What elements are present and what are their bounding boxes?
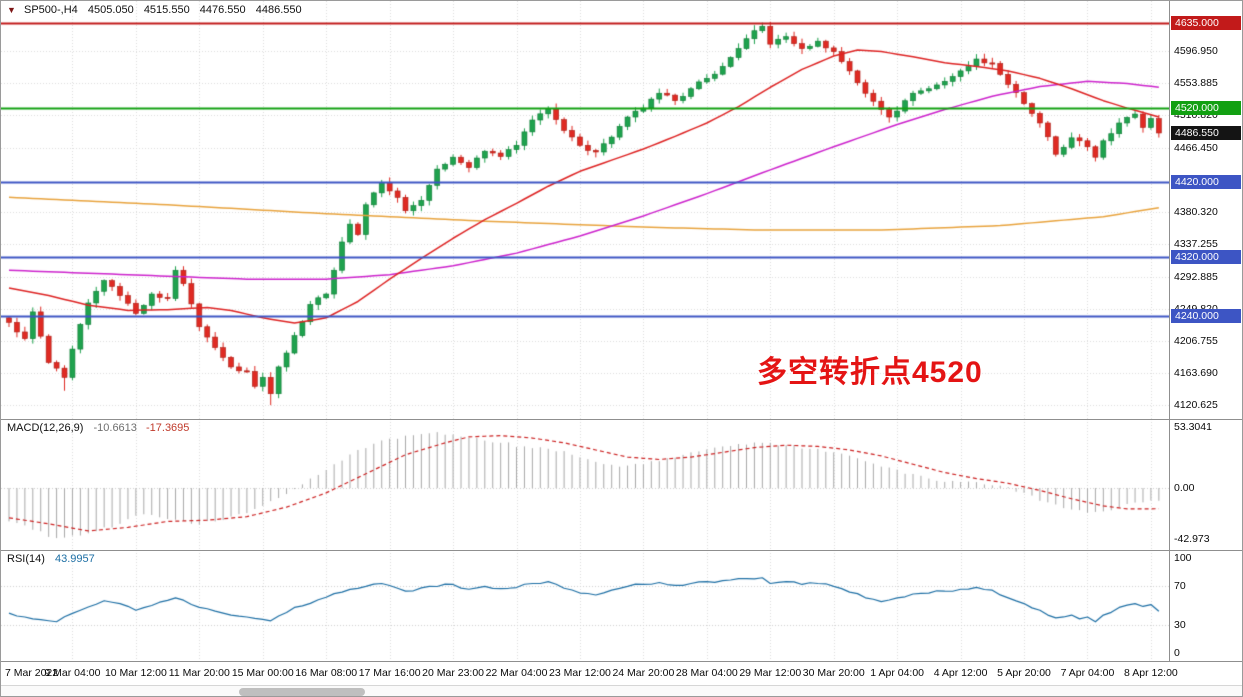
macd-signal-value: -17.3695 [145,422,190,434]
price-level-badge: 4420.000 [1171,175,1241,190]
time-axis-label: 5 Apr 20:00 [997,667,1051,679]
bar-close-value: 4486.550 [255,4,302,16]
time-axis-label: 20 Mar 23:00 [422,667,485,679]
rsi-current-value: 43.9957 [54,553,95,565]
time-axis-label: 16 Mar 08:00 [295,667,358,679]
time-axis-label: 7 Apr 04:00 [1060,667,1115,679]
rsi-name: RSI(14) [7,553,45,565]
time-axis-label: 7 Mar 2022 [5,667,59,679]
macd-canvas[interactable] [1,419,1169,550]
scrollbar-thumb[interactable] [239,688,365,696]
symbol-period-label: SP500-,H4 [23,4,78,16]
panel-separator [1,419,1242,420]
annotation-text: 多空转折点4520 [757,356,983,389]
time-axis-label: 11 Mar 20:00 [168,667,230,679]
price-tick-label: 4553.885 [1174,76,1218,89]
price-tick-label: 4596.950 [1174,44,1218,57]
time-axis-label: 17 Mar 16:00 [358,667,421,679]
current-price-badge: 4486.550 [1171,125,1241,140]
time-axis-label: 9 Mar 04:00 [44,667,101,679]
rsi-axis-label: 30 [1174,618,1186,631]
time-axis-label: 4 Apr 12:00 [933,667,988,679]
price-tick-label: 4466.450 [1174,141,1218,154]
price-tick-label: 4120.625 [1174,399,1218,412]
price-level-badge: 4320.000 [1171,249,1241,264]
main-chart-canvas[interactable] [1,1,1169,419]
rsi-canvas[interactable] [1,550,1169,661]
macd-axis-label: 0.00 [1174,482,1195,495]
price-level-badge: 4520.000 [1171,101,1241,116]
price-tick-label: 4163.690 [1174,367,1218,380]
rsi-axis-label: 100 [1174,552,1192,564]
time-axis-label: 8 Apr 12:00 [1124,667,1178,679]
time-axis-label: 30 Mar 20:00 [802,667,865,679]
rsi-indicator-label: RSI(14) 43.9957 [7,553,95,565]
macd-main-value: -10.6613 [93,422,137,434]
macd-indicator-label: MACD(12,26,9) -10.6613 -17.3695 [7,422,189,434]
macd-axis-label: -42.973 [1174,533,1210,546]
rsi-axis-label: 0 [1174,647,1180,660]
rsi-axis-label: 70 [1174,580,1186,593]
bar-high-value: 4515.550 [143,4,190,16]
price-axis-separator [1169,1,1170,661]
time-axis-label: 24 Mar 20:00 [612,667,675,679]
price-level-badge: 4635.000 [1171,15,1241,30]
price-tick-label: 4337.255 [1174,238,1218,251]
price-level-badge: 4240.000 [1171,309,1241,324]
time-axis-label: 23 Mar 12:00 [549,667,611,679]
time-axis-label: 15 Mar 00:00 [231,667,294,679]
time-axis-label: 1 Apr 04:00 [870,667,925,679]
macd-name: MACD(12,26,9) [7,422,84,434]
macd-axis-label: 53.3041 [1174,421,1212,433]
bar-low-value: 4476.550 [199,4,246,16]
price-tick-label: 4380.320 [1174,205,1218,218]
panel-separator [1,550,1242,551]
time-axis-label: 29 Mar 12:00 [739,667,802,679]
time-axis-label: 28 Mar 04:00 [675,667,738,679]
panel-separator [1,661,1242,662]
horizontal-scrollbar[interactable] [1,685,1242,696]
chart-collapse-icon[interactable]: ▼ [7,5,16,15]
price-tick-label: 4206.755 [1174,335,1218,348]
bar-open-value: 4505.050 [87,4,134,16]
chart-header: ▼ SP500-,H4 4505.050 4515.550 4476.550 4… [7,4,302,16]
time-axis-label: 22 Mar 04:00 [485,667,548,679]
time-axis-label: 10 Mar 12:00 [104,667,167,679]
price-tick-label: 4292.885 [1174,271,1218,284]
